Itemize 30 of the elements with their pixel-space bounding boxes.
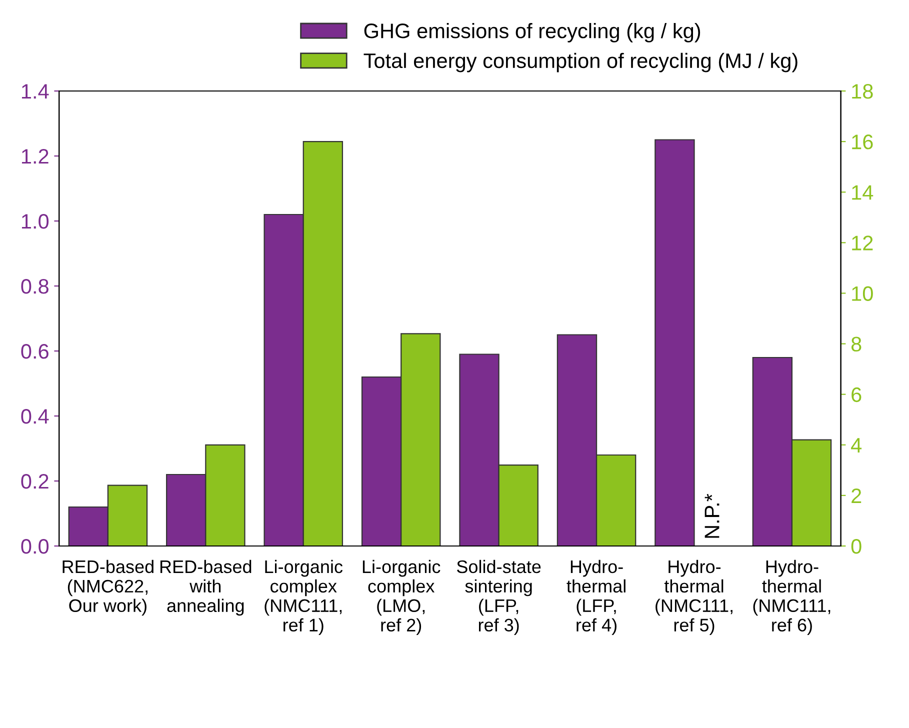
legend-label: Total energy consumption of recycling (MJ / kg): [364, 52, 798, 72]
y-tick-label: 0.6: [21, 344, 48, 359]
x-tick-label: Li-organic complex (NMC111, ref 1): [264, 560, 343, 636]
y-tick-label: 0.2: [21, 474, 48, 489]
x-tick-label: Hydro- thermal (NMC111, ref 5): [656, 560, 732, 636]
x-tick-label: RED-based with annealing: [160, 560, 252, 616]
x-tick-label: Hydro- thermal (NMC111, ref 6): [753, 560, 830, 636]
y2-tick-label: 10: [852, 286, 873, 301]
y2-tick-label: 8: [851, 336, 862, 352]
y2-tick-label: 12: [852, 236, 873, 250]
y2-tick-label: 4: [851, 438, 862, 452]
y-tick-label: 1.4: [22, 84, 49, 99]
bar: [654, 139, 695, 546]
x-tick-label: RED-based (NMC622, Our work): [62, 560, 154, 616]
y2-tick-label: 0: [851, 539, 862, 554]
legend-label: GHG emissions of recycling (kg / kg): [364, 22, 700, 42]
y-tick-label: 1.0: [22, 214, 49, 229]
y2-tick-label: 2: [852, 488, 862, 503]
y-tick-label: 1.2: [22, 149, 48, 164]
x-tick-label: Solid-state sintering (LFP, ref 3): [456, 560, 541, 636]
y-tick-label: 0.0: [21, 539, 49, 554]
annotation: N.P.*: [704, 494, 720, 538]
y2-tick-label: 14: [852, 185, 874, 200]
y2-tick-label: 18: [852, 84, 873, 99]
x-tick-label: Hydro- thermal (LFP, ref 4): [566, 560, 626, 636]
y-tick-label: 0.8: [21, 279, 48, 294]
y2-tick-label: 6: [852, 387, 862, 402]
y-tick-label: 0.4: [21, 409, 49, 424]
x-tick-label: Li-organic complex (LMO, ref 2): [362, 560, 440, 636]
y2-tick-label: 16: [852, 134, 873, 150]
